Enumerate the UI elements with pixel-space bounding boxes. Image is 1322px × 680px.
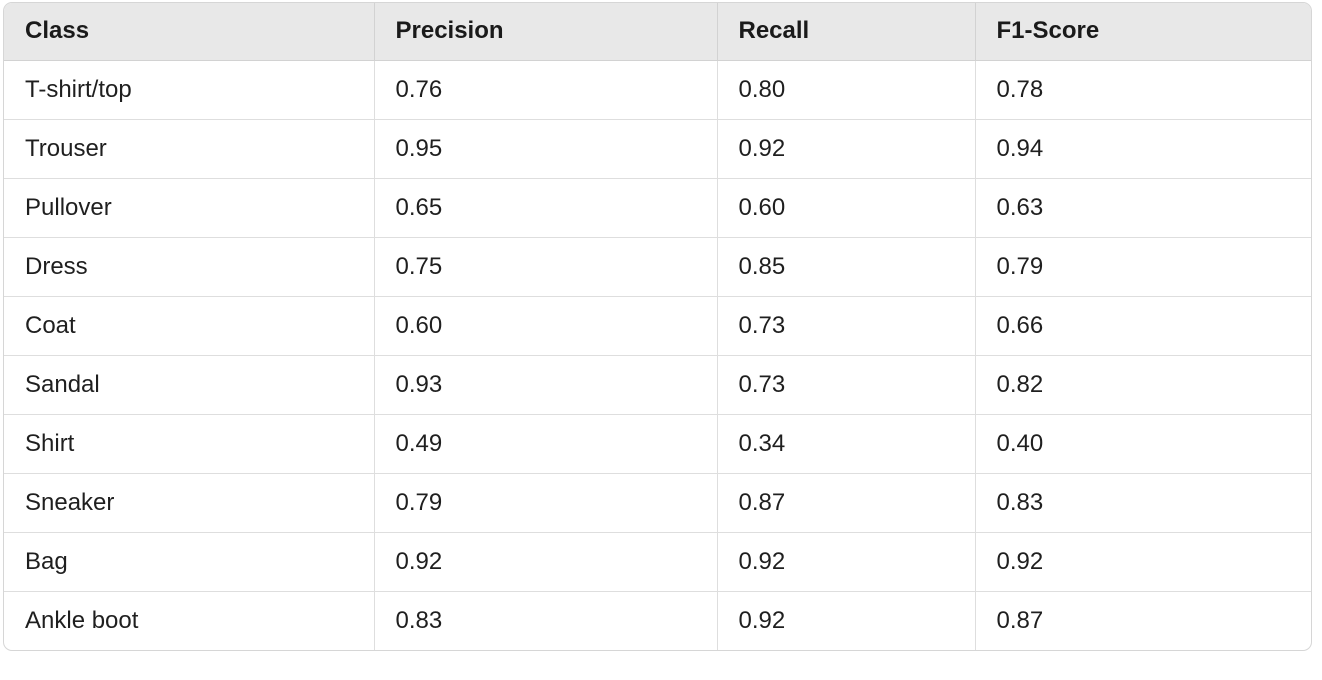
table-row: Ankle boot 0.83 0.92 0.87 xyxy=(4,591,1311,650)
table-header: Class Precision Recall F1-Score xyxy=(4,3,1311,61)
cell-recall: 0.60 xyxy=(717,178,976,238)
header-precision: Precision xyxy=(374,3,718,61)
cell-recall: 0.87 xyxy=(717,473,976,533)
cell-class: T-shirt/top xyxy=(4,60,375,120)
table-row: T-shirt/top 0.76 0.80 0.78 xyxy=(4,60,1311,120)
header-f1-score: F1-Score xyxy=(975,3,1311,61)
header-recall: Recall xyxy=(717,3,976,61)
cell-precision: 0.49 xyxy=(374,414,718,474)
cell-class: Pullover xyxy=(4,178,375,238)
cell-precision: 0.93 xyxy=(374,355,718,415)
cell-class: Sandal xyxy=(4,355,375,415)
cell-recall: 0.85 xyxy=(717,237,976,297)
cell-class: Trouser xyxy=(4,119,375,179)
header-class: Class xyxy=(4,3,375,61)
cell-recall: 0.73 xyxy=(717,296,976,356)
cell-f1-score: 0.87 xyxy=(996,606,1044,634)
cell-recall: 0.92 xyxy=(717,591,976,650)
cell-f1-score: 0.82 xyxy=(975,355,1311,415)
table-row: Bag 0.92 0.92 0.92 xyxy=(4,532,1311,592)
table-row: Trouser 0.95 0.92 0.94 xyxy=(4,119,1311,179)
cell-precision: 0.92 xyxy=(374,532,718,592)
cell-f1-score: 0.79 xyxy=(975,237,1311,297)
cell-recall: 0.80 xyxy=(717,60,976,120)
cell-precision: 0.65 xyxy=(374,178,718,238)
cell-recall: 0.73 xyxy=(717,355,976,415)
table-row: Coat 0.60 0.73 0.66 xyxy=(4,296,1311,356)
cell-class: Sneaker xyxy=(4,473,375,533)
cell-f1-score: 0.83 xyxy=(975,473,1311,533)
table-row: Sandal 0.93 0.73 0.82 xyxy=(4,355,1311,415)
cell-precision: 0.76 xyxy=(374,60,718,120)
cell-f1-score: 0.94 xyxy=(975,119,1311,179)
cell-class: Coat xyxy=(4,296,375,356)
cell-class: Dress xyxy=(4,237,375,297)
table-row: Dress 0.75 0.85 0.79 xyxy=(4,237,1311,297)
cell-class: Shirt xyxy=(4,414,375,474)
cell-precision: 0.83 xyxy=(374,591,718,650)
cell-precision: 0.79 xyxy=(374,473,718,533)
table-row: Sneaker 0.79 0.87 0.83 xyxy=(4,473,1311,533)
cell-recall: 0.34 xyxy=(717,414,976,474)
cell-f1-score: 0.40 xyxy=(975,414,1311,474)
cell-precision: 0.60 xyxy=(374,296,718,356)
header-row: Class Precision Recall F1-Score xyxy=(4,3,1311,61)
table-body: T-shirt/top 0.76 0.80 0.78 Trouser 0.95 … xyxy=(4,60,1311,650)
cell-recall: 0.92 xyxy=(717,532,976,592)
cell-class: Bag xyxy=(4,532,375,592)
cell-f1-score: 0.66 xyxy=(975,296,1311,356)
metrics-table: Class Precision Recall F1-Score T-shirt/… xyxy=(4,3,1311,650)
cell-precision: 0.75 xyxy=(374,237,718,297)
cell-class: Ankle boot xyxy=(4,591,375,650)
metrics-table-container: Class Precision Recall F1-Score T-shirt/… xyxy=(3,2,1312,651)
table-row: Shirt 0.49 0.34 0.40 xyxy=(4,414,1311,474)
cell-f1-score: 0.63 xyxy=(975,178,1311,238)
table-row: Pullover 0.65 0.60 0.63 xyxy=(4,178,1311,238)
cell-recall: 0.92 xyxy=(717,119,976,179)
cell-precision: 0.95 xyxy=(374,119,718,179)
cell-f1-score: 0.92 xyxy=(975,532,1311,592)
cell-f1-score: 0.78 xyxy=(975,60,1311,120)
